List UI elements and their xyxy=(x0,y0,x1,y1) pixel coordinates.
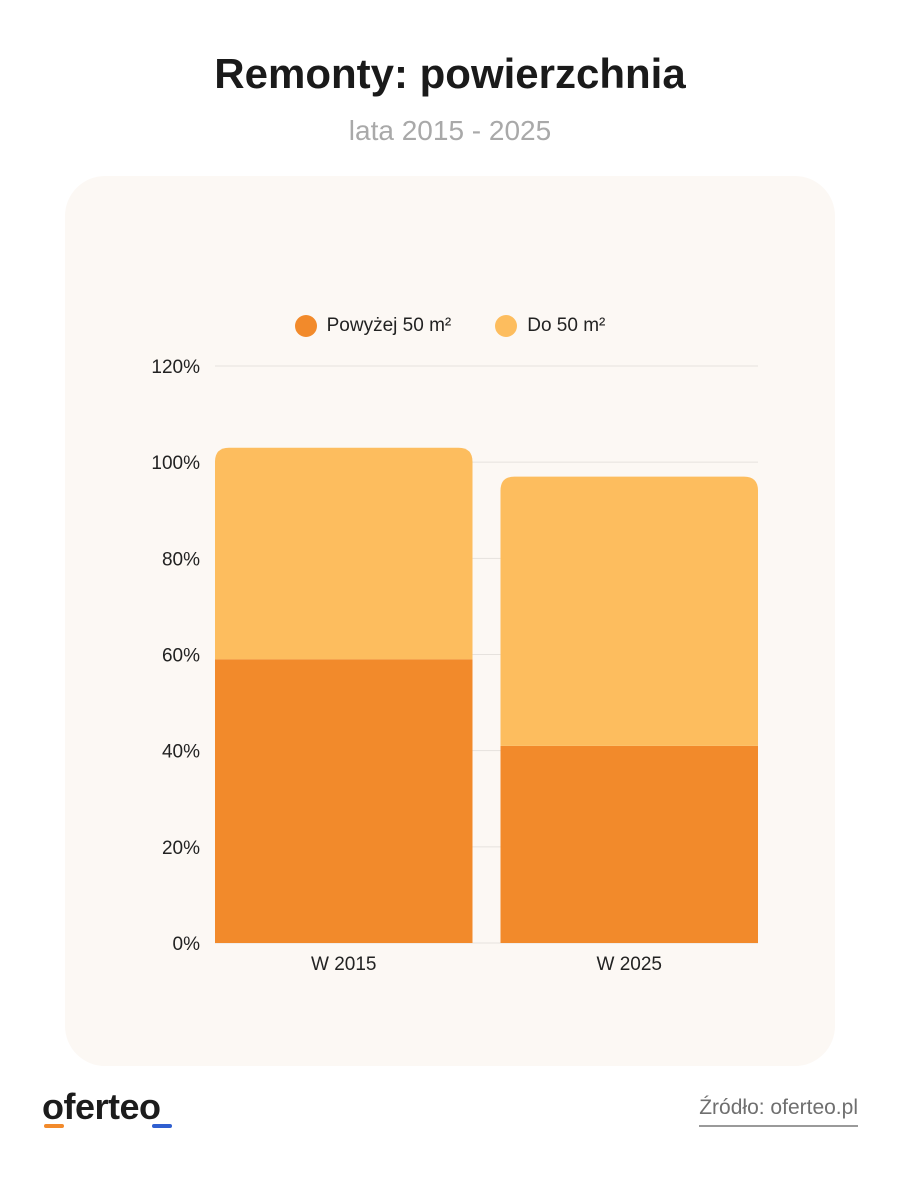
x-category-label: W 2015 xyxy=(311,954,376,975)
bar-segment xyxy=(215,659,473,943)
legend-item-above-50: Powyżej 50 m² xyxy=(294,315,452,337)
legend-item-up-to-50: Do 50 m² xyxy=(495,315,605,337)
bar-segment xyxy=(500,476,758,746)
legend-label-up-to-50: Do 50 m² xyxy=(527,315,606,336)
x-category-label: W 2025 xyxy=(597,954,662,975)
y-tick-label: 120% xyxy=(151,357,200,378)
source-link[interactable]: Źródło: oferteo.pl xyxy=(699,1096,858,1127)
chart-subtitle: lata 2015 - 2025 xyxy=(348,115,552,146)
chart-title: Remonty: powierzchnia xyxy=(214,50,686,97)
logo-accent-blue xyxy=(152,1124,172,1128)
bar-segment xyxy=(215,447,473,660)
legend-swatch-above-50 xyxy=(294,315,317,337)
oferteo-logo: oferteo xyxy=(42,1086,161,1127)
chart-legend: Powyżej 50 m² Do 50 m² xyxy=(0,315,900,337)
logo-accent-orange xyxy=(44,1124,64,1128)
y-tick-label: 0% xyxy=(173,934,201,955)
y-tick-label: 60% xyxy=(162,646,200,667)
y-tick-label: 40% xyxy=(162,742,200,763)
y-tick-label: 80% xyxy=(162,549,200,570)
legend-swatch-up-to-50 xyxy=(495,315,518,337)
y-tick-label: 100% xyxy=(151,453,200,474)
y-tick-label: 20% xyxy=(162,838,200,859)
bar-segment xyxy=(500,745,758,943)
legend-label-above-50: Powyżej 50 m² xyxy=(326,315,452,336)
